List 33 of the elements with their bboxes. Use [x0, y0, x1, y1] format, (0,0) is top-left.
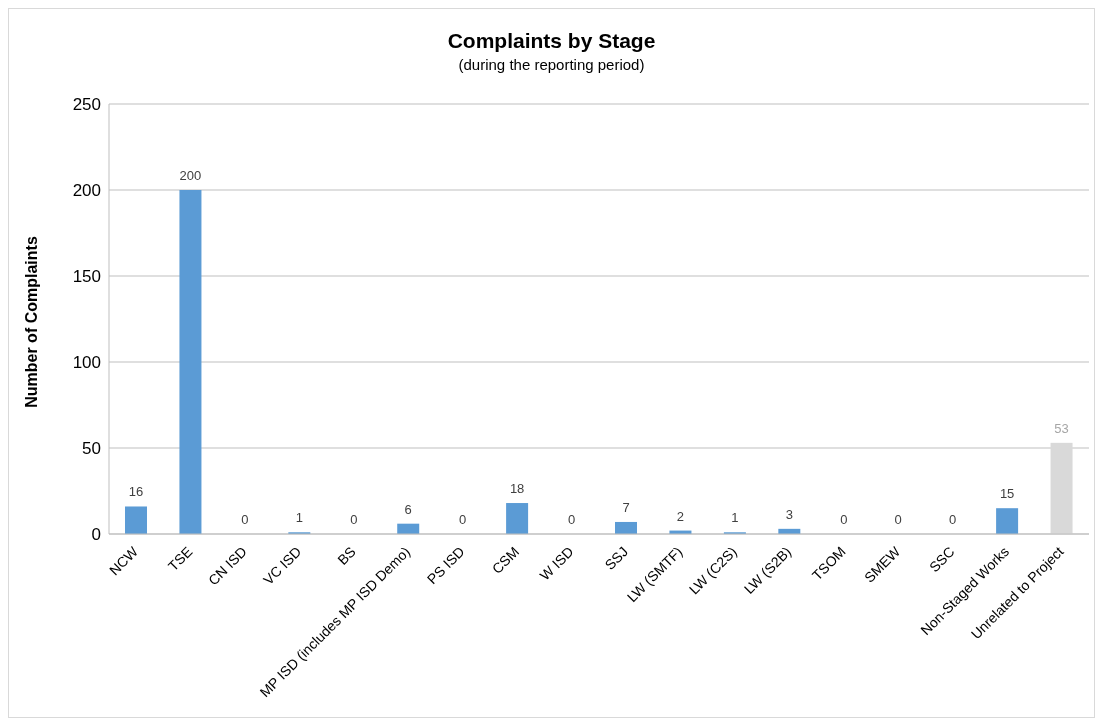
data-label: 0	[350, 512, 358, 527]
data-label: 6	[404, 501, 412, 517]
y-tick-label: 50	[82, 439, 101, 459]
data-label: 18	[509, 481, 525, 497]
y-tick-label: 250	[72, 95, 101, 115]
chart-subtitle: (during the reporting period)	[457, 56, 646, 73]
data-label: 0	[840, 512, 848, 527]
y-tick-label: 200	[72, 181, 101, 201]
x-tick-label: W ISD	[536, 543, 577, 584]
data-label: 16	[128, 484, 144, 500]
data-label: 0	[949, 512, 957, 527]
y-tick-label: 0	[91, 525, 101, 545]
data-label: 2	[676, 508, 685, 524]
data-label: 0	[894, 512, 902, 527]
data-label: 53	[1054, 420, 1069, 436]
data-label: 1	[731, 510, 739, 526]
x-tick-label: BS	[334, 543, 359, 568]
x-tick-label: CN ISD	[204, 543, 250, 589]
x-tick-label: PS ISD	[423, 543, 468, 588]
x-tick-label: SSJ	[601, 543, 631, 573]
y-tick-label: 100	[72, 353, 101, 373]
data-label: 1	[295, 510, 303, 526]
data-label: 15	[999, 486, 1015, 502]
x-tick-label: VC ISD	[259, 543, 305, 588]
data-label: 7	[622, 499, 630, 515]
data-label: 0	[459, 512, 467, 527]
data-label: 200	[179, 168, 202, 183]
y-axis-title: Number of Complaints	[23, 236, 41, 408]
chart-title: Complaints by Stage	[446, 29, 657, 53]
data-label: 3	[785, 506, 793, 522]
data-label: 0	[241, 512, 249, 527]
data-label: 0	[567, 512, 576, 527]
y-tick-label: 150	[72, 267, 101, 287]
